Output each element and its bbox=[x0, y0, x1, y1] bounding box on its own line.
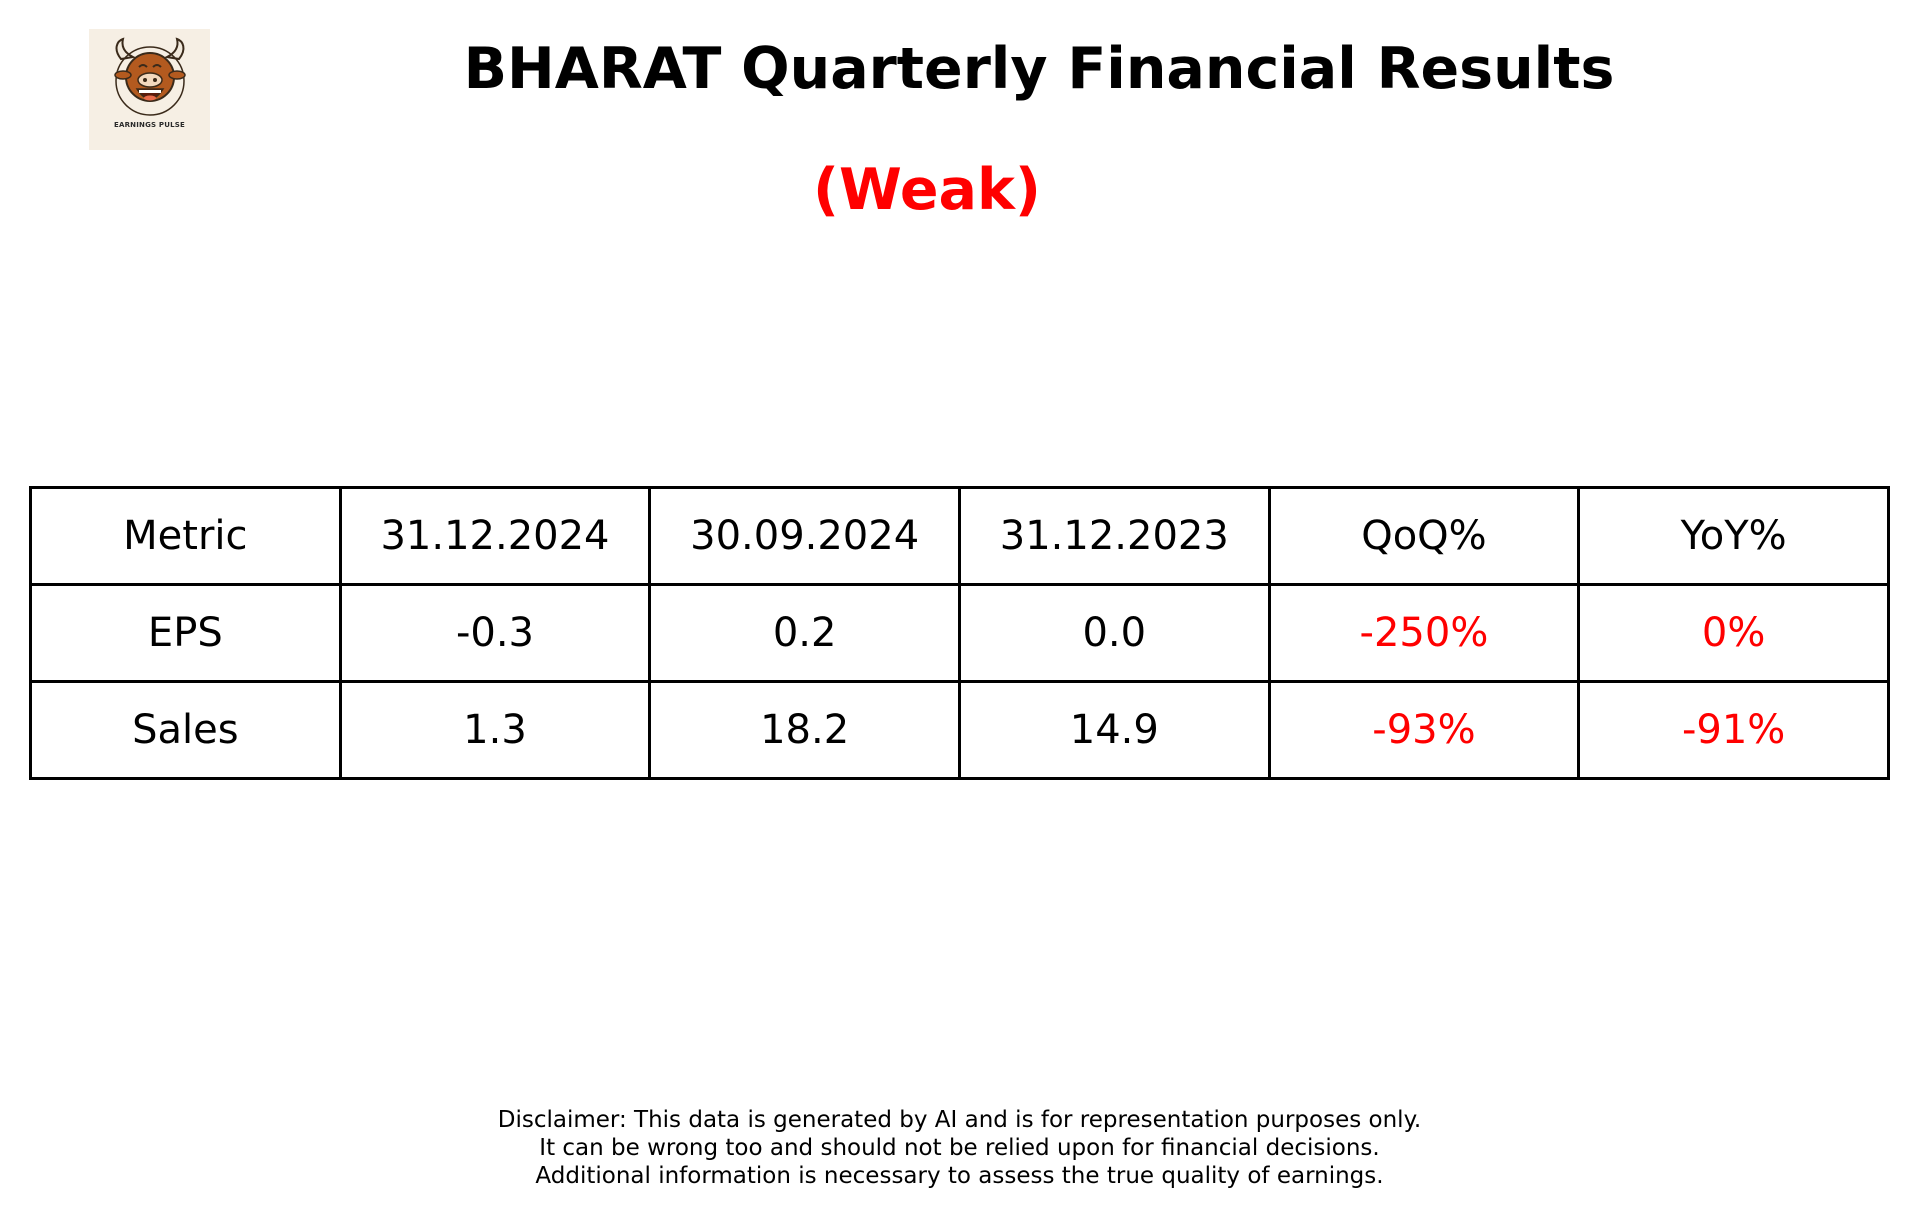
column-header-metric: Metric bbox=[29, 486, 342, 586]
disclaimer-line: It can be wrong too and should not be re… bbox=[539, 1135, 1380, 1161]
yoy-change-cell: -91% bbox=[1577, 680, 1890, 780]
value-cell: 18.2 bbox=[648, 680, 961, 780]
disclaimer-line: Disclaimer: This data is generated by AI… bbox=[497, 1107, 1422, 1133]
value-cell: 0.0 bbox=[957, 583, 1271, 683]
column-header-qoq: QoQ% bbox=[1267, 486, 1581, 586]
column-header-yoy: YoY% bbox=[1577, 486, 1890, 586]
value-cell: 14.9 bbox=[957, 680, 1271, 780]
qoq-change-cell: -93% bbox=[1267, 680, 1581, 780]
results-table: Metric 31.12.2024 30.09.2024 31.12.2023 … bbox=[29, 486, 1890, 780]
disclaimer: Disclaimer: This data is generated by AI… bbox=[0, 1106, 1919, 1190]
bull-head-icon bbox=[113, 37, 186, 116]
qoq-change-cell: -250% bbox=[1267, 583, 1581, 683]
column-header-q3: 31.12.2023 bbox=[957, 486, 1271, 586]
value-cell: 0.2 bbox=[648, 583, 961, 683]
page-title: BHARAT Quarterly Financial Results bbox=[463, 36, 1615, 102]
metric-cell: Sales bbox=[29, 680, 342, 780]
rating-label: (Weak) bbox=[813, 157, 1041, 223]
table-row: Sales 1.3 18.2 14.9 -93% -91% bbox=[29, 680, 1890, 780]
column-header-q2: 30.09.2024 bbox=[648, 486, 961, 586]
table-row: EPS -0.3 0.2 0.0 -250% 0% bbox=[29, 583, 1890, 683]
table-header-row: Metric 31.12.2024 30.09.2024 31.12.2023 … bbox=[29, 486, 1890, 586]
value-cell: 1.3 bbox=[338, 680, 652, 780]
logo: EARNINGS PULSE bbox=[89, 29, 210, 150]
value-cell: -0.3 bbox=[338, 583, 652, 683]
yoy-change-cell: 0% bbox=[1577, 583, 1890, 683]
disclaimer-line: Additional information is necessary to a… bbox=[535, 1163, 1384, 1189]
logo-text: EARNINGS PULSE bbox=[113, 121, 186, 129]
column-header-q1: 31.12.2024 bbox=[338, 486, 652, 586]
metric-cell: EPS bbox=[29, 583, 342, 683]
